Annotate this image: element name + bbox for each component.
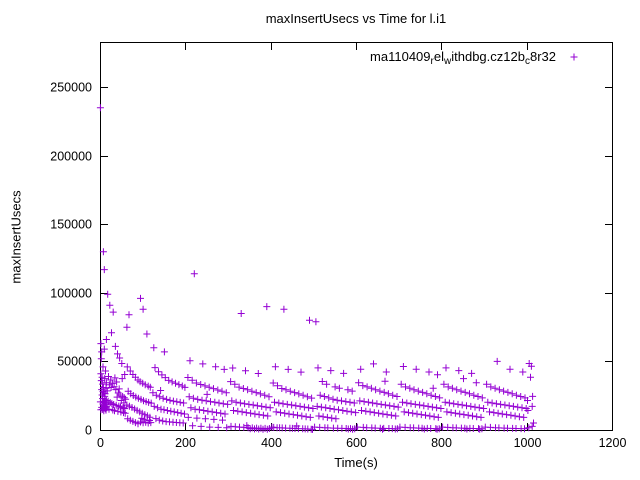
x-tick-label: 0 — [97, 436, 104, 450]
x-tick-label: 800 — [431, 436, 452, 450]
plot-border — [100, 42, 613, 431]
legend-label: ma110409relwithdbg.cz12bc8r32 — [370, 49, 556, 67]
x-tick-label: 200 — [175, 436, 196, 450]
x-tick-label: 1000 — [514, 436, 542, 450]
legend-marker-icon — [570, 53, 578, 61]
x-axis-label: Time(s) — [334, 455, 378, 470]
y-tick-label: 100000 — [50, 287, 92, 301]
y-tick-label: 250000 — [50, 81, 92, 95]
chart-title: maxInsertUsecs vs Time for l.i1 — [265, 11, 447, 26]
data-points — [96, 104, 537, 433]
y-tick-label: 200000 — [50, 150, 92, 164]
y-tick-label: 0 — [85, 424, 92, 438]
x-tick-label: 400 — [261, 436, 282, 450]
y-tick-label: 150000 — [50, 218, 92, 232]
x-tick-label: 600 — [346, 436, 367, 450]
y-tick-label: 50000 — [57, 355, 92, 369]
x-tick-label: 1200 — [599, 436, 627, 450]
